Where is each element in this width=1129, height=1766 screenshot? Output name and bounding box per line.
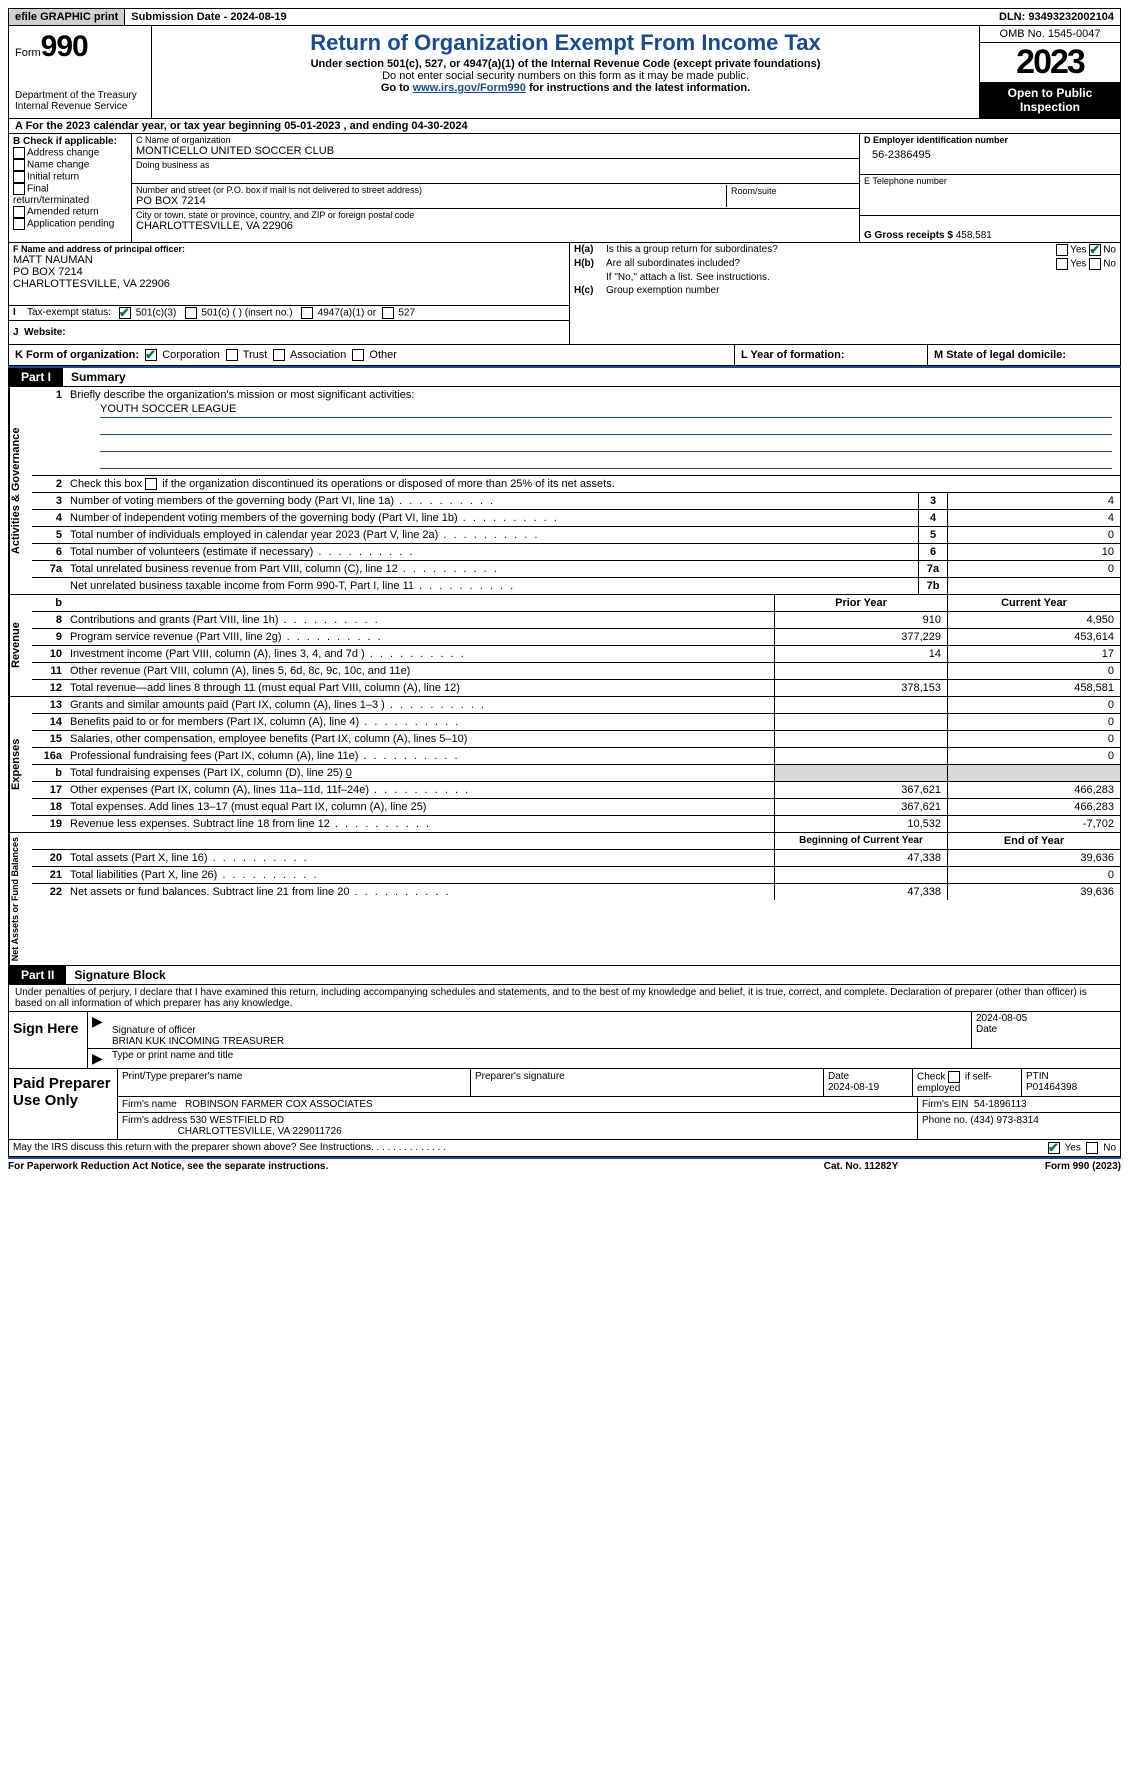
form-title: Return of Organization Exempt From Incom…	[158, 30, 973, 56]
page-footer: For Paperwork Reduction Act Notice, see …	[8, 1159, 1121, 1174]
form-subtitle-3: Go to www.irs.gov/Form990 for instructio…	[158, 82, 973, 94]
check-address-change[interactable]	[13, 147, 25, 159]
submission-date: Submission Date - 2024-08-19	[125, 9, 993, 25]
check-501c3[interactable]	[119, 307, 131, 319]
check-name-change[interactable]	[13, 159, 25, 171]
form-subtitle-1: Under section 501(c), 527, or 4947(a)(1)…	[158, 58, 973, 70]
row-a-period: A For the 2023 calendar year, or tax yea…	[8, 119, 1121, 134]
perjury-statement: Under penalties of perjury, I declare th…	[8, 985, 1121, 1012]
street-address: PO BOX 7214	[136, 195, 726, 207]
topbar: efile GRAPHIC print Submission Date - 20…	[8, 8, 1121, 26]
line3-val: 4	[947, 493, 1120, 509]
irs-link[interactable]: www.irs.gov/Form990	[413, 82, 526, 94]
check-corp[interactable]	[145, 349, 157, 361]
form-subtitle-2: Do not enter social security numbers on …	[158, 70, 973, 82]
prep-date: 2024-08-19	[828, 1082, 908, 1093]
gross-receipts: 458,581	[956, 230, 992, 241]
check-app-pending[interactable]	[13, 218, 25, 230]
check-527[interactable]	[382, 307, 394, 319]
sign-date: 2024-08-05	[976, 1013, 1116, 1024]
check-ha-no[interactable]	[1089, 244, 1101, 256]
omb-number: OMB No. 1545-0047	[980, 26, 1120, 43]
entity-block: B Check if applicable: Address change Na…	[8, 134, 1121, 243]
check-discuss-yes[interactable]	[1048, 1142, 1060, 1154]
firm-name: ROBINSON FARMER COX ASSOCIATES	[185, 1099, 373, 1110]
check-final-return[interactable]	[13, 183, 25, 195]
vlabel-governance: Activities & Governance	[9, 387, 32, 594]
org-name: MONTICELLO UNITED SOCCER CLUB	[136, 145, 855, 157]
mission-text: YOUTH SOCCER LEAGUE	[100, 403, 1112, 418]
efile-print-button[interactable]: efile GRAPHIC print	[9, 9, 125, 25]
firm-phone: (434) 973-8314	[970, 1115, 1038, 1126]
part-1-header: Part I Summary	[8, 368, 1121, 387]
check-4947[interactable]	[301, 307, 313, 319]
discuss-row: May the IRS discuss this return with the…	[8, 1140, 1121, 1157]
part-2-header: Part II Signature Block	[8, 966, 1121, 985]
vlabel-expenses: Expenses	[9, 697, 32, 832]
sign-here-block: Sign Here ▶Signature of officerBRIAN KUK…	[8, 1012, 1121, 1069]
firm-ein: 54-1896113	[974, 1099, 1027, 1110]
form-number: Form990	[15, 30, 145, 64]
vlabel-net-assets: Net Assets or Fund Balances	[9, 833, 32, 965]
ptin: P01464398	[1026, 1082, 1116, 1093]
row-k: K Form of organization: Corporation Trus…	[8, 345, 1121, 366]
ein: 56-2386495	[864, 145, 1116, 165]
check-amended[interactable]	[13, 206, 25, 218]
officer-signature: BRIAN KUK INCOMING TREASURER	[112, 1036, 967, 1047]
check-initial-return[interactable]	[13, 171, 25, 183]
col-b-checkboxes: B Check if applicable: Address change Na…	[9, 134, 132, 242]
vlabel-revenue: Revenue	[9, 595, 32, 696]
officer-name: MATT NAUMAN	[13, 254, 565, 266]
paid-preparer-block: Paid Preparer Use Only Print/Type prepar…	[8, 1069, 1121, 1140]
city-state-zip: CHARLOTTESVILLE, VA 22906	[136, 220, 855, 232]
officer-block: F Name and address of principal officer:…	[8, 243, 1121, 345]
tax-year: 2023	[980, 43, 1120, 82]
form-header: Form990 Department of the Treasury Inter…	[8, 26, 1121, 119]
dln: DLN: 93493232002104	[993, 9, 1120, 25]
department: Department of the Treasury Internal Reve…	[15, 90, 145, 112]
open-inspection: Open to Public Inspection	[980, 82, 1120, 118]
check-501c[interactable]	[185, 307, 197, 319]
